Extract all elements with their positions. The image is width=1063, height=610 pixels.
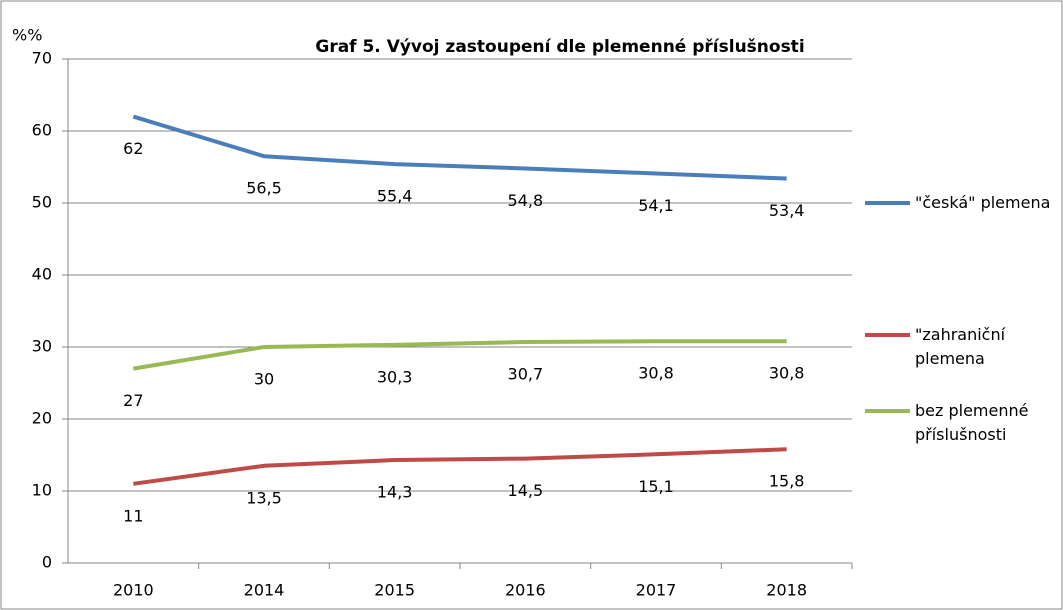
y-tick-label: 60 bbox=[32, 121, 52, 140]
x-tick-label: 2016 bbox=[505, 581, 546, 600]
y-tick-label: 70 bbox=[32, 49, 52, 68]
data-label: 14,3 bbox=[377, 483, 413, 502]
y-tick-label: 10 bbox=[32, 481, 52, 500]
data-label: 55,4 bbox=[377, 187, 413, 206]
series-line bbox=[132, 114, 787, 181]
data-label: 56,5 bbox=[246, 179, 282, 198]
y-tick-label: 0 bbox=[42, 553, 52, 572]
legend-label: "česká" plemena bbox=[915, 193, 1051, 212]
data-label: 54,1 bbox=[638, 196, 674, 215]
y-tick-label: 20 bbox=[32, 409, 52, 428]
y-tick-label: 40 bbox=[32, 265, 52, 284]
data-label: 30,7 bbox=[508, 364, 544, 383]
data-label: 15,8 bbox=[769, 472, 805, 491]
x-tick-label: 2010 bbox=[113, 581, 154, 600]
data-label: 53,4 bbox=[769, 201, 805, 220]
series-line bbox=[133, 447, 787, 486]
x-tick-label: 2014 bbox=[244, 581, 285, 600]
data-label: 13,5 bbox=[246, 488, 282, 507]
data-label: 30,8 bbox=[769, 364, 805, 383]
data-label: 62 bbox=[123, 139, 143, 158]
legend-label: "zahraniční plemena bbox=[915, 325, 1006, 368]
series-line bbox=[133, 339, 787, 371]
data-label: 54,8 bbox=[508, 191, 544, 210]
x-tick-label: 2018 bbox=[766, 581, 807, 600]
chart-title: Graf 5. Vývoj zastoupení dle plemenné př… bbox=[315, 37, 804, 57]
data-label: 27 bbox=[123, 391, 143, 410]
data-label: 30,8 bbox=[638, 364, 674, 383]
x-tick-label: 2017 bbox=[636, 581, 677, 600]
x-tick-label: 2015 bbox=[374, 581, 415, 600]
data-label: 30,3 bbox=[377, 367, 413, 386]
y-tick-label: 50 bbox=[32, 193, 52, 212]
data-label: 14,5 bbox=[508, 481, 544, 500]
y-axis-label: %% bbox=[12, 26, 42, 45]
legend-label: bez plemenné příslušnosti bbox=[915, 401, 1029, 444]
data-label: 11 bbox=[123, 506, 143, 525]
data-label: 15,1 bbox=[638, 477, 674, 496]
data-label: 30 bbox=[254, 370, 274, 389]
y-tick-label: 30 bbox=[32, 337, 52, 356]
